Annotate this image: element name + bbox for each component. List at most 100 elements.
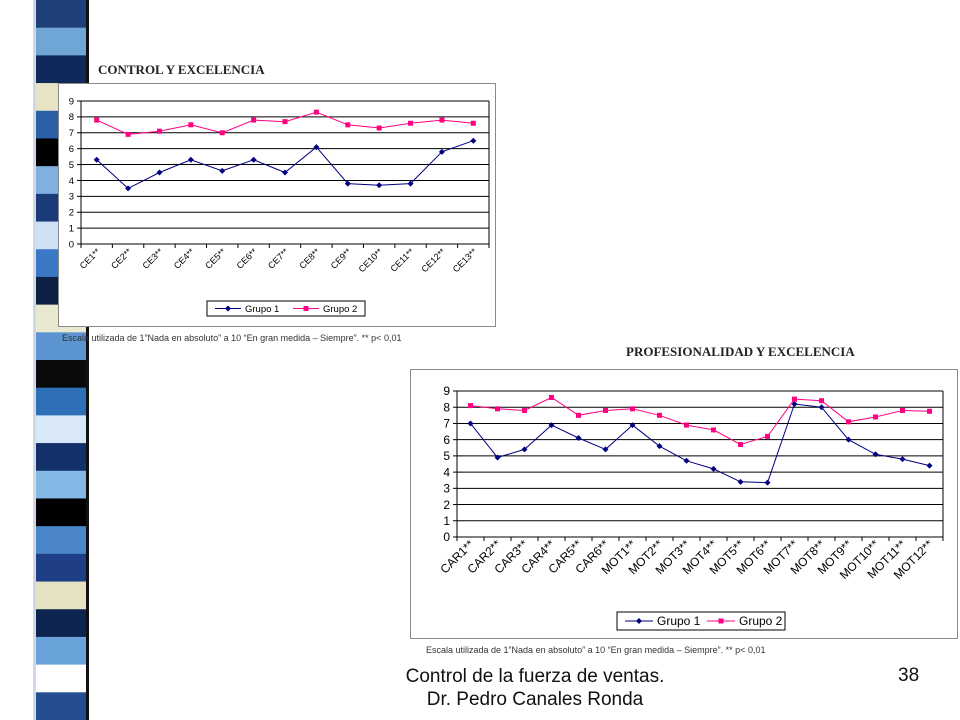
chart1-xtick-label: CE13**	[451, 246, 479, 274]
chart1-legend-label-2: Grupo 2	[323, 304, 357, 315]
chart2-point-grupo1	[494, 454, 501, 461]
chart2-point-grupo1	[710, 465, 717, 472]
chart1-xtick-label: CE2**	[109, 246, 134, 271]
chart2-point-grupo2	[549, 394, 554, 400]
chart1-point-grupo2	[94, 117, 100, 123]
chart2-series-line-1	[470, 403, 930, 484]
chart1-point-grupo1	[282, 169, 288, 176]
chart2-point-grupo1	[845, 436, 852, 443]
chart1-point-grupo2	[156, 128, 162, 134]
chart2-point-grupo2	[522, 407, 527, 413]
chart2-point-grupo1	[683, 457, 690, 464]
chart1-ytick-label: 0	[69, 239, 74, 250]
chart2-point-grupo1	[548, 422, 555, 429]
chart1-xtick-label: CE9**	[329, 246, 354, 271]
chart2-point-grupo1	[656, 443, 663, 450]
chart2-scale-note: Escala utilizada de 1”Nada en absoluto” …	[426, 645, 766, 655]
chart2-point-grupo1	[818, 404, 825, 411]
chart1-point-grupo2	[188, 122, 194, 128]
chart2-point-grupo2	[603, 407, 608, 413]
chart1-ytick-label: 4	[69, 176, 74, 187]
chart1-point-grupo1	[219, 167, 226, 174]
chart2-point-grupo2	[684, 422, 689, 428]
chart1-point-grupo2	[219, 130, 225, 136]
chart2-point-grupo1	[629, 422, 636, 429]
chart1-point-grupo1	[250, 156, 257, 163]
chart2-legend-label-2: Grupo 2	[739, 614, 783, 628]
footer-caption: Control de la fuerza de ventas. Dr. Pedr…	[375, 665, 695, 711]
chart1-xtick-label: CE7**	[266, 246, 291, 271]
stripe-block	[36, 636, 86, 666]
chart2-ytick-label: 4	[443, 465, 450, 479]
chart2-point-grupo1	[521, 446, 528, 453]
chart1-scale-note: Escala utilizada de 1”Nada en absoluto” …	[62, 333, 402, 343]
chart2-legend-marker-2	[718, 618, 724, 624]
chart1-point-grupo1	[125, 185, 132, 192]
chart1-legend-box	[206, 300, 366, 317]
chart2-point-grupo2	[873, 414, 878, 420]
chart2-point-grupo2	[792, 396, 797, 402]
chart1-ytick-label: 8	[69, 112, 74, 123]
chart1-point-grupo1	[470, 137, 477, 144]
chart2-point-grupo2	[765, 433, 770, 439]
stripe-block	[36, 332, 86, 361]
chart1-xtick-label: CE1**	[78, 246, 103, 271]
stripe-block	[36, 692, 86, 720]
chart1-xtick-label: CE4**	[172, 246, 197, 271]
chart1-point-grupo1	[438, 148, 445, 155]
chart2-point-grupo1	[872, 451, 879, 458]
chart2-ytick-label: 7	[443, 417, 450, 431]
chart2-ytick-label: 5	[443, 449, 450, 463]
stripe-block	[36, 0, 86, 29]
chart1-point-grupo2	[125, 131, 131, 137]
stripe-block	[36, 443, 86, 472]
chart1-point-grupo1	[344, 180, 351, 187]
stripe-block	[36, 27, 86, 56]
chart2-point-grupo2	[495, 406, 500, 412]
footer-line-2: Dr. Pedro Canales Ronda	[426, 689, 644, 710]
chart2-point-grupo2	[576, 412, 581, 418]
chart2-legend-marker-1	[636, 618, 642, 624]
chart2-point-grupo1	[899, 456, 906, 463]
chart1-xtick-label: CE5**	[203, 246, 228, 271]
chart2-frame: 0 1 2 3 4 5 6 7 8 9 CAR1** CAR2** CAR3** CAR4** CAR5**…	[410, 369, 958, 639]
stripe-block	[36, 387, 86, 416]
stripe-block	[36, 55, 86, 84]
chart1-legend-marker-2	[303, 306, 309, 311]
chart1-plot: 0 1 2 3 4 5 6 7 8 9 CE1** CE2** CE3** CE4** CE5** CE6**…	[69, 96, 490, 317]
chart2-point-grupo1	[575, 435, 582, 442]
chart2-title: PROFESIONALIDAD Y EXCELENCIA	[626, 344, 855, 359]
chart2-point-grupo2	[927, 408, 932, 414]
chart2-point-grupo2	[738, 442, 743, 448]
chart1-point-grupo2	[376, 125, 382, 131]
chart2-point-grupo2	[468, 403, 473, 409]
chart2-ytick-label: 1	[443, 514, 450, 528]
chart2-point-grupo1	[467, 420, 474, 427]
chart1-xtick-label: CE6**	[235, 246, 260, 271]
chart1-xtick-label: CE8**	[297, 246, 322, 271]
chart1-point-grupo1	[156, 169, 163, 176]
chart2-ytick-label: 0	[443, 530, 450, 544]
chart2-point-grupo1	[737, 478, 744, 485]
chart1-point-grupo2	[345, 122, 351, 128]
chart1-xtick-label: CE11**	[388, 246, 416, 274]
stripe-block	[36, 609, 86, 638]
stripe-block	[36, 553, 86, 583]
chart1-frame: 0 1 2 3 4 5 6 7 8 9 CE1** CE2** CE3** CE4** CE5** CE6**…	[58, 83, 496, 327]
chart1-point-grupo2	[439, 117, 445, 123]
chart2-legend-label-1: Grupo 1	[657, 614, 701, 628]
chart2-point-grupo2	[900, 407, 905, 413]
stripe-block	[36, 415, 86, 444]
footer-line-1: Control de la fuerza de ventas.	[405, 666, 665, 687]
chart1-ytick-label: 3	[69, 192, 74, 203]
chart2-point-grupo2	[819, 398, 824, 404]
stripe-block	[36, 526, 86, 555]
chart2-ytick-label: 8	[443, 400, 450, 414]
chart1-title: CONTROL Y EXCELENCIA	[98, 62, 265, 77]
stripe-edge	[86, 0, 89, 720]
chart1-legend-label-1: Grupo 1	[245, 304, 279, 315]
chart1-point-grupo1	[313, 144, 320, 151]
chart2-plot: 0123456789CAR1**CAR2**CAR3**CAR4**CAR5**…	[437, 384, 944, 631]
chart2-ytick-label: 9	[443, 384, 450, 398]
chart1-point-grupo2	[282, 119, 288, 125]
